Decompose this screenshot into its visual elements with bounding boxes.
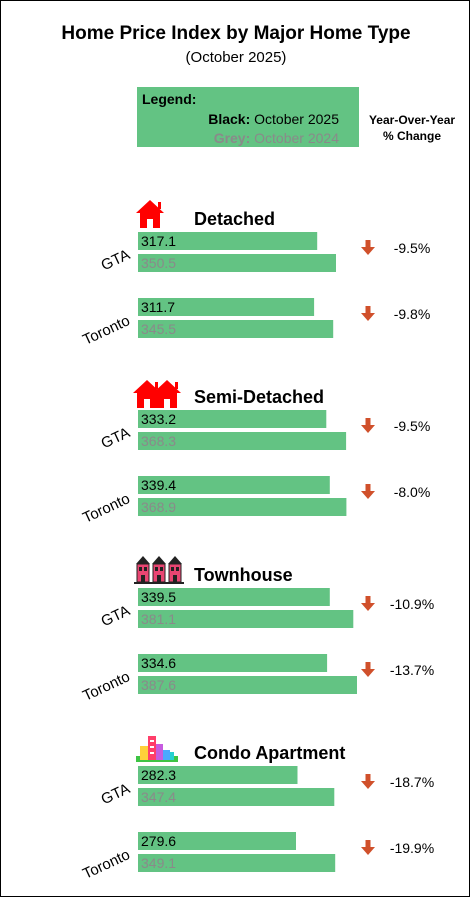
value-label-current: 317.1: [141, 233, 176, 249]
down-arrow-icon: [361, 840, 375, 855]
down-arrow-icon: [361, 662, 375, 677]
bar-previous: [138, 498, 347, 516]
bar-current: [138, 766, 298, 784]
value-label-previous: 349.1: [141, 855, 176, 871]
bar-previous: [138, 610, 354, 628]
bar-previous: [138, 320, 334, 338]
region-label: Toronto: [80, 846, 133, 883]
legend-current-label: Black:: [208, 111, 251, 127]
semi-detached-houses-icon: [133, 380, 181, 408]
bar-current: [138, 298, 315, 316]
yoy-change: -18.7%: [390, 774, 434, 790]
value-label-previous: 387.6: [141, 677, 176, 693]
house-icon: [136, 200, 164, 228]
region-label: GTA: [99, 424, 133, 452]
yoy-change: -9.5%: [394, 240, 431, 256]
bar-previous: [138, 676, 357, 694]
down-arrow-icon: [361, 596, 375, 611]
bar-current: [138, 654, 328, 672]
townhouse-icon: [134, 556, 184, 584]
yoy-header-line2: % Change: [382, 129, 441, 143]
bar-current: [138, 232, 318, 250]
down-arrow-icon: [361, 306, 375, 321]
bar-current: [138, 476, 330, 494]
yoy-change: -8.0%: [394, 484, 431, 500]
group-title: Condo Apartment: [194, 743, 345, 763]
value-label-previous: 368.9: [141, 499, 176, 515]
yoy-change: -10.9%: [390, 596, 434, 612]
bar-current: [138, 832, 296, 850]
bar-previous: [138, 788, 335, 806]
bar-previous: [138, 254, 336, 272]
value-label-current: 334.6: [141, 655, 176, 671]
down-arrow-icon: [361, 240, 375, 255]
yoy-change: -9.5%: [394, 418, 431, 434]
value-label-previous: 350.5: [141, 255, 176, 271]
condo-buildings-icon: [136, 736, 178, 762]
bar-previous: [138, 432, 347, 450]
bar-current: [138, 588, 330, 606]
down-arrow-icon: [361, 484, 375, 499]
bar-current: [138, 410, 327, 428]
yoy-change: -9.8%: [394, 306, 431, 322]
yoy-change: -19.9%: [390, 840, 434, 856]
value-label-current: 282.3: [141, 767, 176, 783]
chart-title: Home Price Index by Major Home Type: [61, 23, 411, 44]
yoy-change: -13.7%: [390, 662, 434, 678]
legend-previous-text: October 2024: [254, 130, 339, 146]
value-label-previous: 368.3: [141, 433, 176, 449]
legend-current-text: October 2025: [254, 111, 339, 127]
region-label: GTA: [99, 246, 133, 274]
region-label: GTA: [99, 780, 133, 808]
region-label: Toronto: [80, 490, 133, 527]
group-title: Detached: [194, 209, 275, 229]
value-label-current: 339.5: [141, 589, 176, 605]
group-title: Semi-Detached: [194, 387, 324, 407]
chart-subtitle: (October 2025): [185, 49, 287, 66]
value-label-current: 333.2: [141, 411, 176, 427]
legend-title: Legend:: [142, 91, 197, 107]
region-label: Toronto: [80, 312, 133, 349]
bar-previous: [138, 854, 336, 872]
legend: Legend: Black: October 2025 Grey: Octobe…: [137, 87, 359, 147]
value-label-current: 339.4: [141, 477, 176, 493]
down-arrow-icon: [361, 418, 375, 433]
value-label-previous: 345.5: [141, 321, 176, 337]
yoy-header: Year-Over-Year % Change: [357, 112, 467, 144]
legend-current: Black: October 2025: [208, 111, 339, 127]
region-label: Toronto: [80, 668, 133, 705]
region-label: GTA: [99, 602, 133, 630]
value-label-current: 279.6: [141, 833, 176, 849]
value-label-current: 311.7: [141, 299, 175, 315]
legend-previous: Grey: October 2024: [214, 130, 339, 146]
yoy-header-line1: Year-Over-Year: [368, 113, 456, 127]
down-arrow-icon: [361, 774, 375, 789]
group-title: Townhouse: [194, 565, 293, 585]
legend-previous-label: Grey:: [213, 130, 251, 146]
value-label-previous: 347.4: [141, 789, 176, 805]
value-label-previous: 381.1: [141, 611, 176, 627]
